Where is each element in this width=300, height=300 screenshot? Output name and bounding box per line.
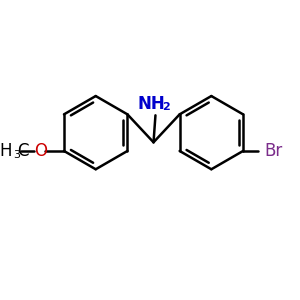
Text: Br: Br <box>265 142 283 160</box>
Text: C: C <box>17 142 28 160</box>
Text: O: O <box>34 142 47 160</box>
Text: NH: NH <box>138 95 166 113</box>
Text: 2: 2 <box>162 102 170 112</box>
Text: H: H <box>0 142 12 160</box>
Text: 3: 3 <box>13 150 20 160</box>
